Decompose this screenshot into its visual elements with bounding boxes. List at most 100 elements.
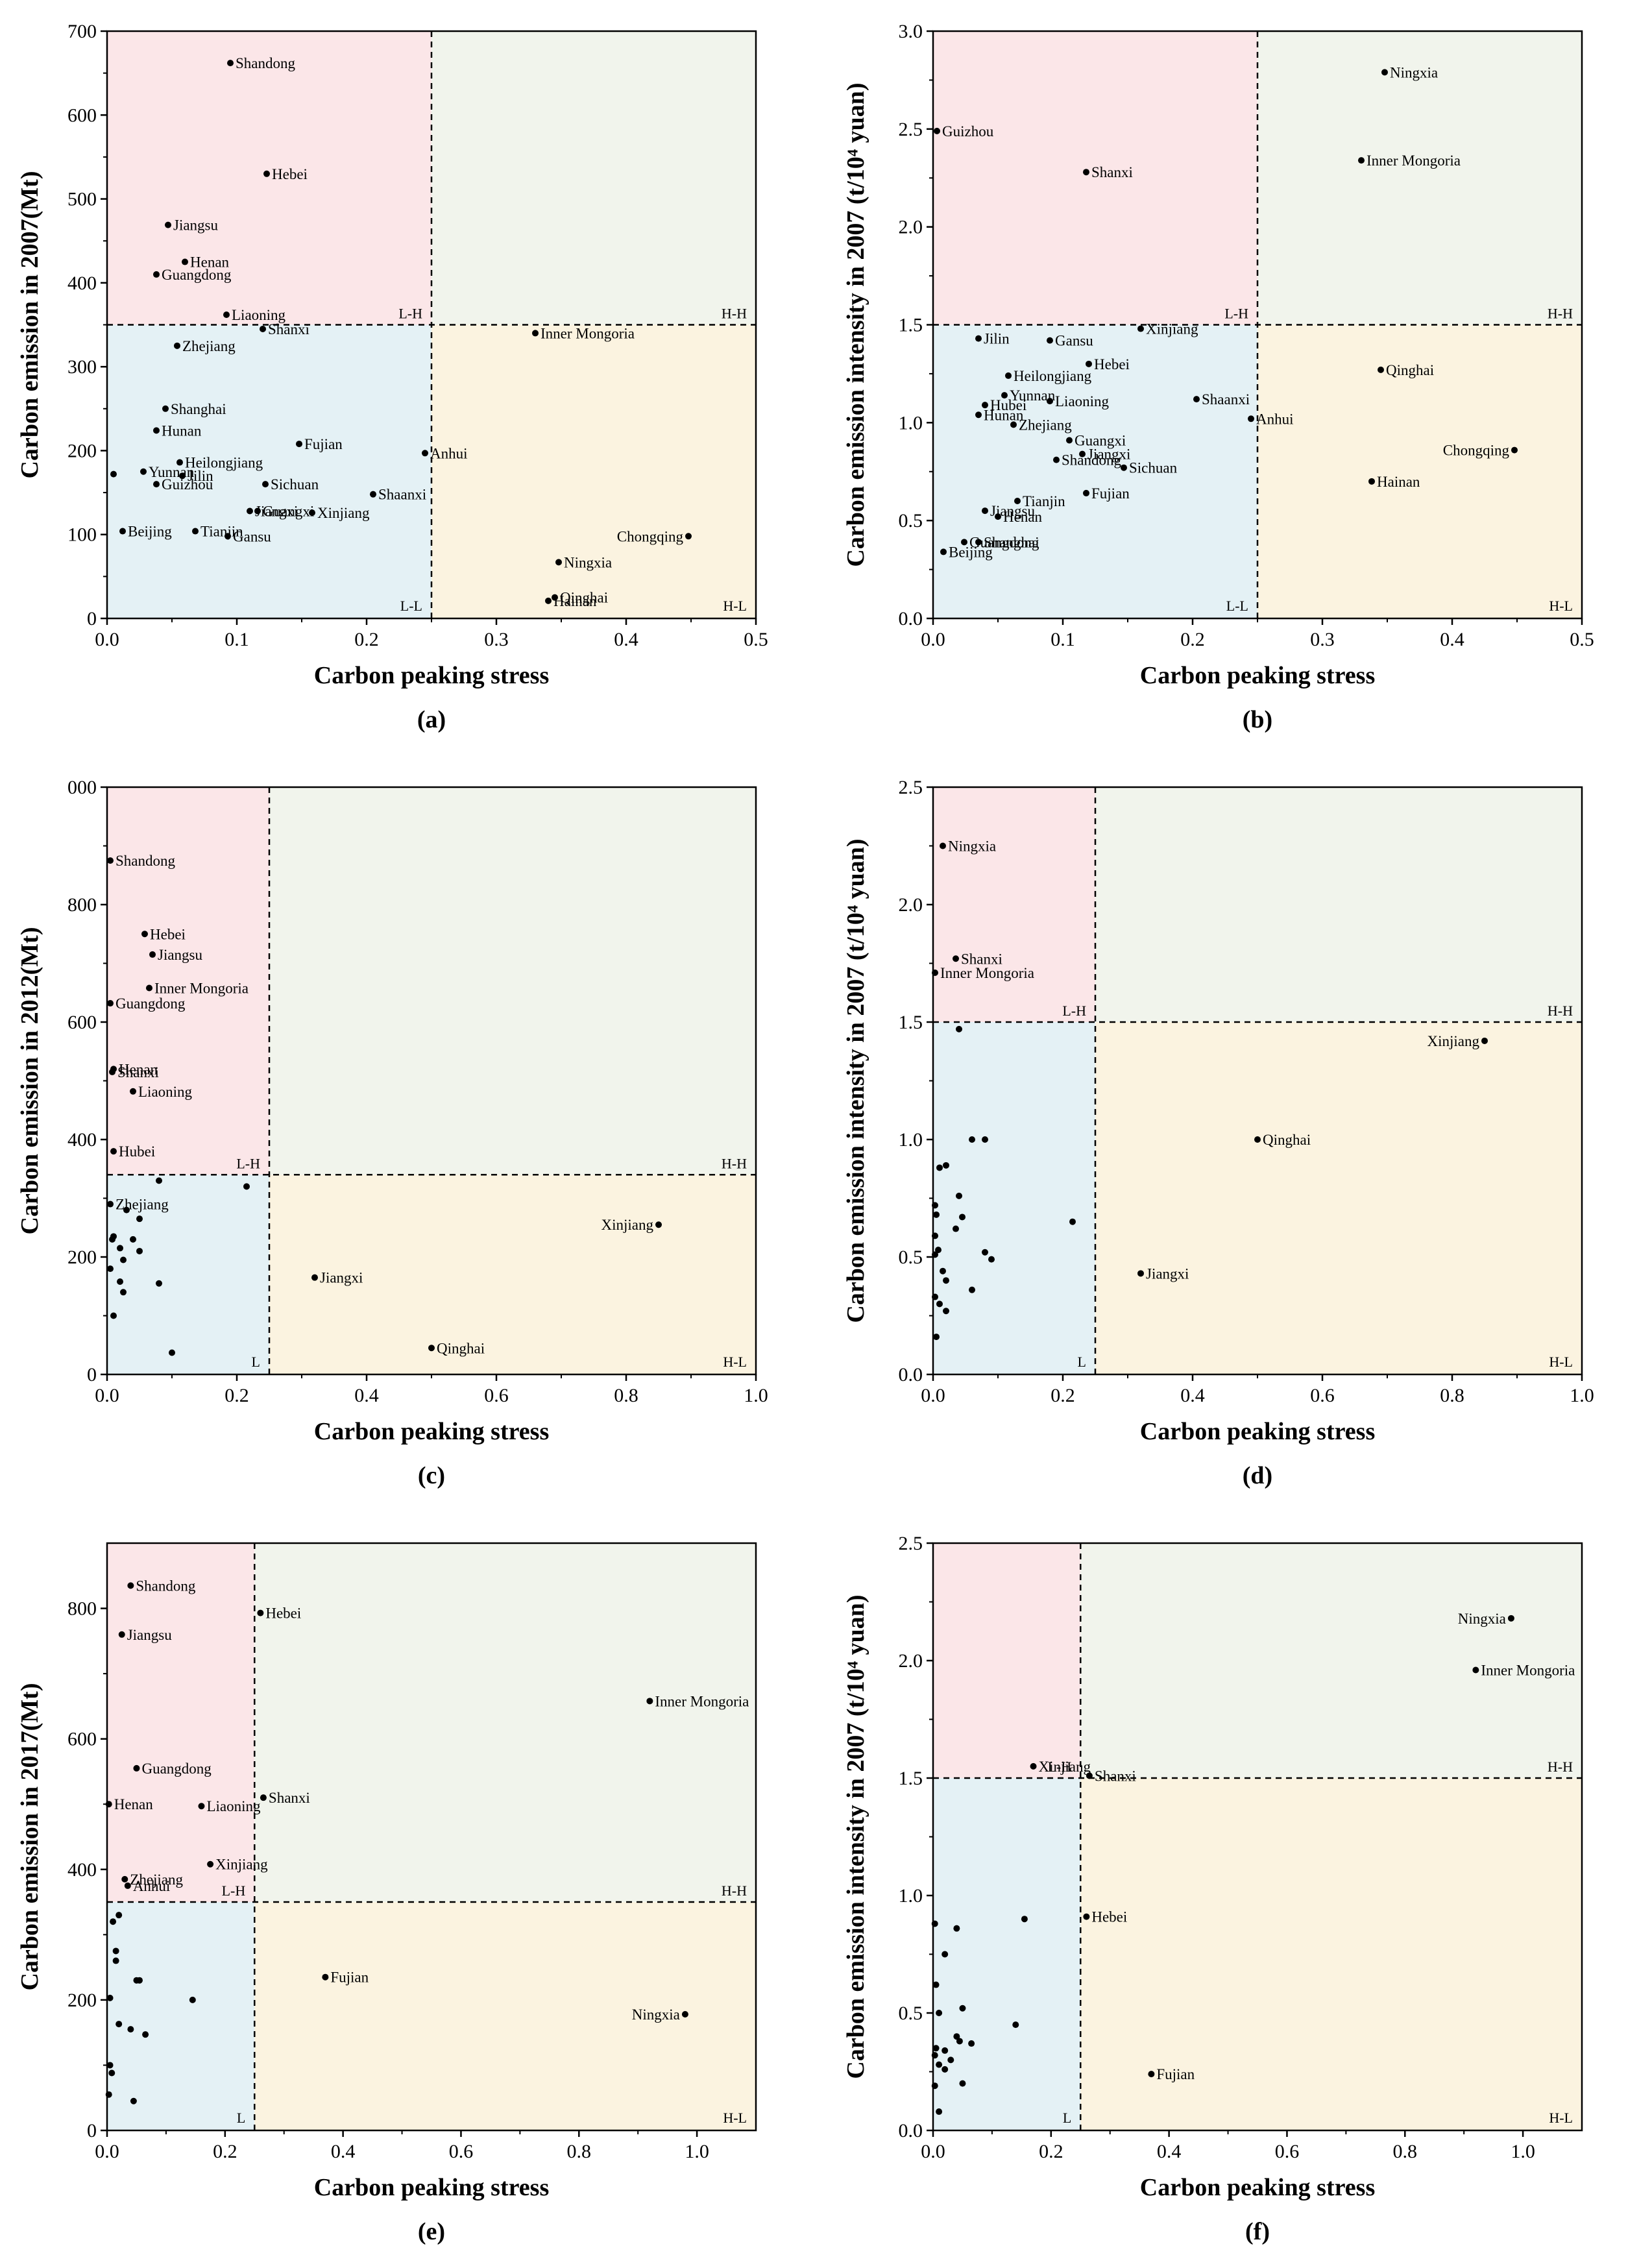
x-tick-label: 0.5 bbox=[744, 629, 768, 650]
quadrant-hl-bg bbox=[431, 324, 756, 618]
data-point bbox=[982, 507, 988, 515]
x-tick-label: 0.5 bbox=[1570, 629, 1594, 650]
quadrant-label-hl: H-L bbox=[1549, 598, 1573, 614]
scatter-chart-e: L-H H-H L H-L 0.0 0.2 0.4 0.6 0.8 1.0 0 200 400 600 80… bbox=[16, 1542, 757, 2245]
data-point bbox=[123, 1206, 130, 1213]
y-tick-label: 600 bbox=[67, 1729, 97, 1750]
point-label: Inner Mongoria bbox=[154, 981, 249, 997]
point-label: Yunnan bbox=[149, 464, 195, 480]
y-tick-label: 2.0 bbox=[899, 217, 923, 238]
data-point bbox=[165, 221, 171, 228]
data-point bbox=[1030, 1762, 1037, 1770]
y-axis-title: Carbon emission in 2007(Mt) bbox=[16, 171, 43, 479]
data-point bbox=[932, 1202, 938, 1209]
data-point bbox=[169, 1349, 175, 1356]
point-label: Ningxia bbox=[564, 554, 612, 570]
point-label: Fujian bbox=[1091, 485, 1130, 502]
point-label: Henan bbox=[190, 254, 230, 271]
data-point bbox=[1254, 1136, 1261, 1143]
point-label: Shanxi bbox=[117, 1064, 159, 1080]
quadrant-label-ll: L-L bbox=[400, 598, 422, 614]
data-point bbox=[130, 1236, 136, 1243]
quadrant-label-hh: H-H bbox=[1548, 1759, 1573, 1775]
x-tick-label: 0.0 bbox=[921, 1385, 945, 1406]
quadrant-hl-bg bbox=[1080, 1778, 1582, 2130]
data-point bbox=[1001, 392, 1008, 399]
data-point bbox=[545, 597, 552, 604]
y-tick-label: 800 bbox=[67, 1598, 97, 1620]
quadrant-label-hh: H-H bbox=[722, 1883, 747, 1899]
data-point bbox=[223, 311, 230, 318]
point-label: Liaoning bbox=[1055, 393, 1110, 409]
y-tick-label: 600 bbox=[67, 1012, 97, 1033]
y-tick-label: 1.5 bbox=[899, 315, 923, 336]
y-tick-label: 0.0 bbox=[899, 2120, 923, 2141]
data-point bbox=[1378, 366, 1384, 373]
data-point bbox=[943, 1162, 949, 1169]
figure-caption: (a) bbox=[417, 706, 446, 733]
point-label: Sichuan bbox=[271, 476, 319, 493]
data-point bbox=[107, 857, 114, 864]
data-point bbox=[254, 507, 261, 515]
data-point bbox=[127, 1582, 134, 1589]
data-point bbox=[1005, 372, 1012, 379]
data-point bbox=[943, 1308, 949, 1315]
data-point bbox=[1047, 337, 1053, 344]
x-tick-label: 0.2 bbox=[1180, 629, 1205, 650]
x-tick-label: 0.2 bbox=[225, 1385, 249, 1406]
scatter-chart-f: L-H H-H L H-L 0.0 0.2 0.4 0.6 0.8 1.0 0.0 0.5 1.0 1.5… bbox=[842, 1533, 1583, 2245]
y-tick-label: 0.5 bbox=[899, 2003, 923, 2024]
data-point bbox=[1086, 1772, 1093, 1779]
quadrant-label-ll: L bbox=[237, 2110, 245, 2126]
data-point bbox=[1053, 456, 1060, 463]
data-point bbox=[370, 491, 376, 498]
data-point bbox=[956, 1025, 962, 1032]
y-tick-label: 0 bbox=[87, 608, 97, 629]
quadrant-ll-bg bbox=[933, 1778, 1081, 2130]
quadrant-hh-bg bbox=[431, 31, 756, 325]
chart-panel-c: L-H H-H L H-L 0.0 0.2 0.4 0.6 0.8 1.0 0 200 400 600 80… bbox=[0, 756, 826, 1512]
data-point bbox=[931, 1920, 938, 1927]
figure-caption: (b) bbox=[1243, 706, 1272, 733]
point-label: Henan bbox=[119, 1061, 158, 1077]
data-point bbox=[127, 2026, 134, 2033]
point-label: Shandong bbox=[236, 55, 296, 71]
scatter-chart-a: L-H H-H L-L H-L 0.0 0.1 0.2 0.3 0.4 0.5 0 100 200 300… bbox=[16, 21, 768, 733]
x-tick-label: 0.2 bbox=[354, 629, 379, 650]
x-tick-label: 0.0 bbox=[95, 2141, 119, 2162]
data-point bbox=[133, 1764, 140, 1772]
point-label: Shandong bbox=[1062, 452, 1122, 469]
data-point bbox=[941, 2047, 949, 2054]
data-point bbox=[932, 969, 938, 976]
x-tick-label: 0.1 bbox=[1051, 629, 1075, 650]
data-point bbox=[260, 1794, 267, 1801]
point-label: Hebei bbox=[1094, 356, 1130, 372]
data-point bbox=[207, 1860, 214, 1868]
point-label: Ningxia bbox=[948, 838, 996, 855]
data-point bbox=[968, 2040, 975, 2047]
data-point bbox=[931, 2082, 938, 2090]
point-label: Zhejiang bbox=[182, 338, 236, 354]
data-point bbox=[959, 2005, 966, 2012]
figure-caption: (f) bbox=[1245, 2218, 1270, 2245]
point-label: Shandong bbox=[115, 853, 176, 869]
point-label: Jiangxi bbox=[255, 504, 298, 520]
y-tick-label: 400 bbox=[67, 1859, 97, 1881]
quadrant-label-lh: L-H bbox=[222, 1883, 246, 1899]
data-point bbox=[936, 1164, 943, 1171]
point-label: Henan bbox=[1003, 509, 1043, 525]
x-tick-label: 0.8 bbox=[614, 1385, 638, 1406]
data-point bbox=[932, 1981, 940, 1988]
data-point bbox=[117, 1245, 123, 1252]
data-point bbox=[932, 1293, 938, 1300]
data-point bbox=[112, 1957, 119, 1964]
data-point bbox=[115, 2021, 123, 2028]
data-point bbox=[953, 2033, 960, 2040]
data-point bbox=[174, 342, 180, 349]
data-point bbox=[975, 411, 982, 419]
quadrant-hl-bg bbox=[1095, 1022, 1582, 1374]
quadrant-label-lh: L-H bbox=[1048, 1759, 1072, 1775]
data-point bbox=[1193, 396, 1200, 403]
data-point bbox=[120, 1256, 127, 1263]
point-label: Xinjiang bbox=[601, 1217, 654, 1233]
